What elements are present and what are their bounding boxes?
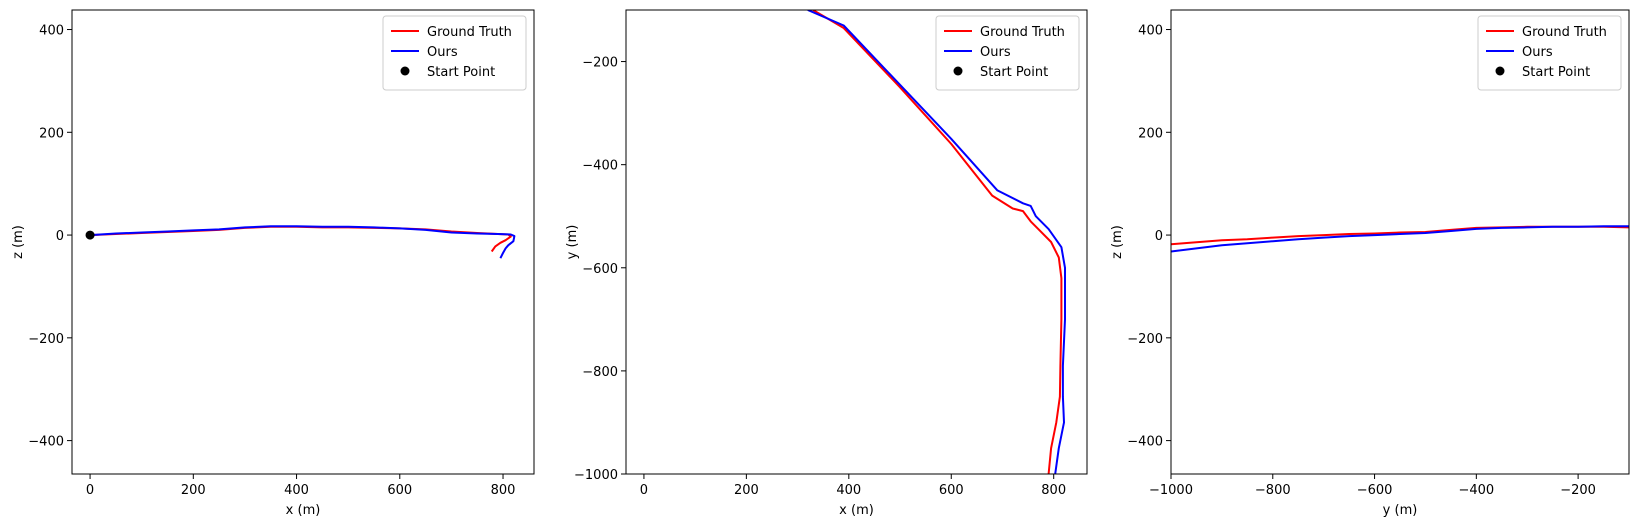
legend: Ground Truth Ours Start Point <box>1477 15 1622 91</box>
y-tick-label: 400 <box>1138 24 1163 39</box>
series-line-ground-truth <box>90 225 512 253</box>
x-tick-label: 600 <box>939 483 964 498</box>
y-tick-label: 0 <box>56 229 64 244</box>
y-tick-label: 0 <box>1155 229 1163 244</box>
series-line-ours <box>1171 225 1629 253</box>
series-line-ground-truth <box>812 10 1063 474</box>
y-tick-label: −200 <box>28 332 64 347</box>
y-tick-label: −800 <box>582 365 618 380</box>
x-axis-label: x (m) <box>839 503 874 518</box>
legend-marker <box>953 66 963 76</box>
legend-label: Start Point <box>1522 65 1590 80</box>
legend-box <box>382 15 527 91</box>
start-point-marker <box>85 230 95 240</box>
series-line-ours <box>90 225 516 259</box>
y-tick-label: −600 <box>582 262 618 277</box>
legend-label: Ours <box>1522 45 1553 60</box>
subplot-3: −1000 −800 −600 −400 −200 −400 −200 0 200 400 y (m… <box>1110 9 1630 518</box>
x-tick-label: −800 <box>1255 483 1291 498</box>
y-axis-label: z (m) <box>1110 225 1125 259</box>
axes-frame <box>625 9 1088 475</box>
x-tick-label: −600 <box>1357 483 1393 498</box>
legend-label: Start Point <box>427 65 495 80</box>
y-axis-label: z (m) <box>11 225 26 259</box>
legend-marker <box>1495 66 1505 76</box>
legend-box <box>1477 15 1622 91</box>
x-tick-label: 400 <box>836 483 861 498</box>
y-tick-label: −400 <box>28 435 64 450</box>
legend-box <box>935 15 1080 91</box>
x-tick-label: −1000 <box>1149 483 1193 498</box>
x-axis-label: y (m) <box>1383 503 1418 518</box>
y-tick-label: 200 <box>1138 126 1163 141</box>
x-tick-label: 0 <box>640 483 648 498</box>
legend-label: Ground Truth <box>1522 25 1607 40</box>
x-tick-label: 600 <box>387 483 412 498</box>
subplot-2: 0 200 400 600 800 −1000 −800 −600 −400 −200 x (m) y… <box>565 9 1088 518</box>
legend-label: Ground Truth <box>427 25 512 40</box>
subplot-1: 0 200 400 600 800 −400 −200 0 200 400 x (m) z (m) Gr… <box>11 9 535 518</box>
y-tick-label: −200 <box>1127 332 1163 347</box>
x-tick-label: 800 <box>491 483 516 498</box>
y-tick-label: −400 <box>582 159 618 174</box>
legend-marker <box>400 66 410 76</box>
x-axis-label: x (m) <box>286 503 321 518</box>
x-tick-label: 0 <box>86 483 94 498</box>
y-tick-label: 400 <box>39 24 64 39</box>
axes-frame <box>71 9 535 475</box>
series-line-ground-truth <box>1171 225 1629 246</box>
legend: Ground Truth Ours Start Point <box>935 15 1080 91</box>
y-tick-label: −400 <box>1127 435 1163 450</box>
x-tick-label: 400 <box>284 483 309 498</box>
x-tick-label: −200 <box>1560 483 1596 498</box>
y-tick-label: −1000 <box>574 468 618 483</box>
legend: Ground Truth Ours Start Point <box>382 15 527 91</box>
legend-label: Ours <box>427 45 458 60</box>
y-tick-label: −200 <box>582 56 618 71</box>
x-tick-label: 800 <box>1041 483 1066 498</box>
x-tick-label: 200 <box>734 483 759 498</box>
axes-frame <box>1170 9 1630 475</box>
x-tick-label: −400 <box>1458 483 1494 498</box>
legend-label: Start Point <box>980 65 1048 80</box>
y-tick-label: 200 <box>39 126 64 141</box>
legend-label: Ours <box>980 45 1011 60</box>
legend-label: Ground Truth <box>980 25 1065 40</box>
series-line-ours <box>807 10 1066 474</box>
x-tick-label: 200 <box>181 483 206 498</box>
y-axis-label: y (m) <box>565 225 580 260</box>
